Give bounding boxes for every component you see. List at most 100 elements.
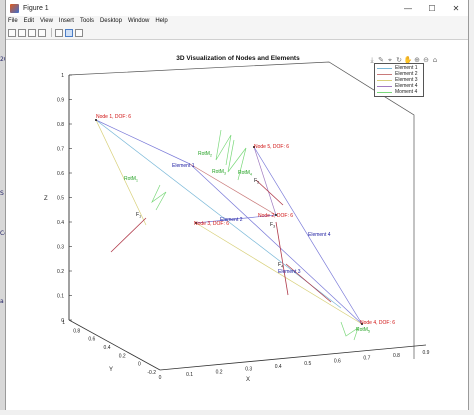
figure-toolbar: [6, 26, 468, 40]
maximize-button[interactable]: ☐: [428, 3, 436, 13]
z-axis-label: Z: [44, 196, 48, 202]
node-label-4: Node 4, DOF: 6: [360, 320, 395, 326]
x-tick-label: 0.5: [304, 361, 311, 367]
desktop-background: 20 S Ce a: [0, 0, 8, 410]
y-tick-label: 0: [138, 362, 141, 368]
element-line-4: [253, 146, 363, 325]
pan-icon[interactable]: ✋: [403, 56, 413, 64]
z-tick-label: 0.8: [57, 122, 64, 128]
legend-label-5: Moment 4: [395, 89, 418, 95]
legend-label-1: Element 1: [395, 65, 418, 71]
moment-arrow-3: [227, 139, 247, 181]
minimize-button[interactable]: —: [404, 3, 412, 13]
x-tick-label: 0.9: [423, 350, 430, 356]
force-label-2: F2: [254, 178, 259, 185]
close-button[interactable]: ✕: [452, 3, 460, 13]
node-marker-2: [275, 214, 277, 216]
x-tick-label: 0.3: [245, 367, 252, 373]
axis-box-back: [68, 61, 415, 359]
zoom-out-icon[interactable]: ⊖: [423, 56, 429, 64]
menu-help[interactable]: Help: [155, 18, 168, 24]
node-marker-4: [361, 323, 363, 325]
z-tick-label: 0.1: [57, 294, 64, 300]
y-axis-label: Y: [109, 367, 113, 373]
plot-tools-icon[interactable]: [75, 28, 83, 37]
home-icon[interactable]: ⌂: [432, 56, 438, 64]
force-arrow-2: [255, 179, 284, 206]
legend-entry-3: Element 3: [377, 77, 421, 83]
force-label-3: F3: [270, 222, 275, 229]
axes-toolbar: ⤓ ✎ ⌖ ↻ ✋ ⊕ ⊖ ⌂: [368, 55, 440, 65]
x-tick-labels: 0 0.1 0.2 0.3 0.4 0.5 0.6 0.7 0.8 0.9: [159, 350, 430, 381]
y-tick-label: 0.2: [119, 353, 126, 359]
legend-label-2: Element 2: [395, 71, 418, 77]
moment-label-2: RotM2: [198, 151, 212, 158]
brush-icon[interactable]: ✎: [378, 56, 384, 64]
title-bar[interactable]: Figure 1 — ☐ ✕: [6, 0, 468, 16]
element-line-9: [189, 163, 277, 216]
x-tick-label: 0.8: [393, 353, 400, 359]
data-cursor-icon[interactable]: [65, 28, 73, 37]
node-label-1: Node 1, DOF: 6: [96, 114, 131, 120]
y-tick-labels: -0.2 0 0.2 0.4 0.6 0.8 1: [62, 320, 156, 376]
element-line-3: [189, 163, 363, 325]
element-line-8: [95, 119, 147, 226]
node-markers: [95, 119, 363, 325]
zoom-in-icon[interactable]: ⊕: [414, 56, 420, 64]
menu-edit[interactable]: Edit: [23, 18, 35, 24]
x-tick-label: 0.1: [186, 372, 193, 378]
toolbar-separator: [51, 28, 52, 37]
menu-window[interactable]: Window: [127, 18, 150, 24]
force-arrow-4: [285, 263, 332, 303]
menu-file[interactable]: File: [8, 18, 18, 24]
element-line-5: [195, 214, 277, 224]
z-tick-label: 0.7: [57, 147, 64, 153]
save-icon[interactable]: [28, 28, 36, 37]
rotate-icon[interactable]: ↻: [396, 56, 402, 64]
axes-3d[interactable]: 3D Visualization of Nodes and Elements 0…: [6, 40, 468, 410]
open-file-icon[interactable]: [18, 28, 26, 37]
menu-bar: File Edit View Insert Tools Desktop Wind…: [6, 16, 468, 26]
element-label-2: Element 2: [220, 217, 243, 223]
link-icon[interactable]: [55, 28, 63, 37]
legend-swatch-5: [377, 91, 392, 93]
x-axis-label: X: [246, 377, 250, 383]
legend-label-3: Element 3: [395, 77, 418, 83]
x-tick-label: 0.7: [363, 356, 370, 362]
node-label-3: Node 3, DOF: 6: [194, 221, 229, 227]
z-tick-label: 0.3: [57, 245, 64, 251]
z-tick-label: 0.6: [57, 171, 64, 177]
moment-label-1: RotM1: [124, 176, 138, 183]
legend-entry-1: Element 1: [377, 65, 421, 71]
force-label-1: F1: [136, 212, 141, 219]
legend-label-4: Element 4: [395, 83, 418, 89]
y-tick-label: 0.4: [104, 345, 111, 351]
print-icon[interactable]: [38, 28, 46, 37]
force-label-4: F4: [278, 262, 283, 269]
x-tick-label: 0.4: [275, 364, 282, 370]
node-marker-3: [195, 222, 197, 224]
moment-label-3: RotM3: [212, 169, 226, 176]
z-tick-label: 0.2: [57, 269, 64, 275]
menu-desktop[interactable]: Desktop: [99, 18, 122, 24]
element-line-6: [195, 222, 363, 325]
export-icon[interactable]: ⤓: [370, 55, 374, 64]
element-label-4: Element 4: [308, 232, 331, 238]
figure-window: Figure 1 — ☐ ✕ File Edit View Insert Too…: [5, 0, 469, 410]
node-marker-5: [253, 146, 255, 148]
menu-insert[interactable]: Insert: [58, 18, 74, 24]
plot-area[interactable]: 3D Visualization of Nodes and Elements 0…: [6, 40, 468, 410]
legend-swatch-1: [377, 67, 392, 69]
menu-tools[interactable]: Tools: [79, 18, 94, 24]
data-tips-icon[interactable]: ⌖: [388, 55, 392, 64]
matlab-icon: [10, 3, 19, 13]
z-tick-label: 0.5: [57, 196, 64, 202]
z-tick-labels: 0 0.1 0.2 0.3 0.4 0.5 0.6 0.7 0.8 0.9 1: [57, 73, 72, 324]
force-arrow-1: [110, 217, 147, 253]
menu-view[interactable]: View: [40, 18, 53, 24]
chart-legend[interactable]: Element 1 Element 2 Element 3 Element 4 …: [374, 63, 424, 97]
new-figure-icon[interactable]: [8, 28, 16, 37]
node-marker-1: [95, 119, 97, 121]
z-tick-label: 0: [61, 318, 64, 324]
node-label-5: Node 5, DOF: 6: [254, 144, 289, 150]
